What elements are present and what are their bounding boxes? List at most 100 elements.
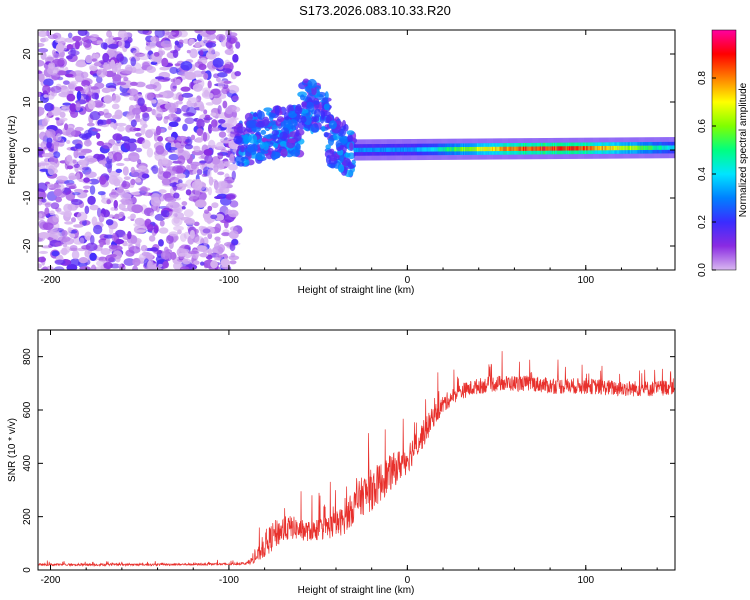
spectrogram-noise-cell — [127, 216, 136, 220]
spectrogram-transition-cell — [300, 115, 307, 123]
spectrogram-noise-cell — [151, 164, 159, 175]
colorbar-ticks: 0.0 0.2 0.4 0.6 0.8 — [697, 71, 716, 277]
spectrogram-noise-cell — [129, 96, 135, 101]
spectrogram-tone-core — [457, 147, 460, 152]
spectrogram-tone-core — [670, 145, 673, 150]
spectrogram-noise-cell — [129, 81, 138, 86]
spectrogram-noise-cell — [217, 72, 228, 78]
spectrogram-tone-core — [438, 147, 440, 152]
spectrogram-noise-cell — [38, 70, 43, 74]
spectrogram-tone-core — [479, 146, 481, 152]
spectrogram-transition-cell — [287, 138, 297, 144]
spectrogram-transition-cell — [263, 142, 269, 151]
spectrogram-noise-cell — [113, 151, 123, 162]
spectrogram-tone-core — [541, 146, 543, 151]
spectrogram-tone-core — [631, 145, 633, 151]
spectrogram-tone-core — [354, 147, 357, 153]
spectrogram-xtick-label: 0 — [405, 275, 411, 286]
spectrogram-transition-cell — [240, 145, 245, 153]
spectrogram-tone-core — [360, 147, 362, 153]
spectrogram-noise-cell — [190, 134, 196, 141]
spectrogram-transition-cell — [347, 133, 353, 142]
spectrogram-noise-cell — [158, 227, 169, 234]
spectrogram-tone-core — [442, 147, 445, 152]
spectrogram-tone-core — [603, 145, 605, 151]
snr-ytick-label: 600 — [22, 401, 33, 418]
spectrogram-tone-core — [449, 147, 451, 152]
spectrogram-tone-core — [573, 146, 575, 151]
spectrogram-noise-cell — [112, 133, 123, 141]
spectrogram-noise-cell — [115, 168, 123, 173]
spectrogram-noise-cell — [167, 201, 174, 206]
spectrogram-tone-core — [587, 146, 589, 151]
spectrogram-noise-cell — [187, 250, 199, 255]
spectrogram-noise-cell — [231, 95, 240, 102]
spectrogram-tone-core — [498, 146, 500, 152]
spectrogram-noise-cell — [38, 232, 50, 239]
spectrogram-noise-cell — [65, 127, 76, 138]
spectrogram-noise-cell — [227, 32, 238, 37]
spectrogram-noise-cell — [134, 132, 142, 137]
spectrogram-noise-cell — [87, 157, 98, 163]
spectrogram-noise-cell — [103, 234, 115, 239]
spectrogram-tone-core — [528, 146, 530, 151]
spectrogram-noise-cell — [50, 85, 62, 94]
spectrogram-tone-core — [373, 147, 375, 153]
spectrogram-tone-core — [585, 146, 587, 151]
spectrogram-noise-cell — [51, 91, 57, 97]
spectrogram-tone-core — [459, 147, 462, 152]
spectrogram-noise-cell — [154, 30, 165, 38]
spectrogram-noise-cell — [230, 252, 236, 258]
spectrogram-noise-cell — [131, 204, 144, 214]
spectrogram-tone-core — [518, 146, 521, 151]
spectrogram-noise-cell — [161, 209, 170, 218]
spectrogram-transition-cell — [307, 78, 317, 89]
spectrogram-noise-cell — [56, 175, 68, 182]
spectrogram-noise-cell — [43, 94, 48, 98]
spectrogram-noise-cell — [120, 79, 133, 89]
spectrogram-noise-cell — [218, 118, 226, 124]
snr-ytick-label: 800 — [22, 348, 33, 365]
spectrogram-noise-cell — [74, 126, 84, 132]
spectrogram-noise-cell — [38, 131, 47, 141]
spectrogram-noise-cell — [91, 216, 98, 226]
spectrogram-noise-cell — [183, 209, 194, 218]
spectrogram-tone-core — [497, 146, 499, 152]
spectrogram-noise-cell — [145, 45, 152, 51]
spectrogram-noise-cell — [149, 247, 159, 252]
spectrogram-noise-cell — [183, 231, 190, 239]
spectrogram-noise-cell — [53, 151, 61, 159]
spectrogram-noise-cell — [118, 203, 126, 211]
spectrogram-noise-cell — [140, 244, 148, 252]
spectrogram-transition-cell — [280, 120, 287, 128]
spectrogram-noise-cell — [81, 244, 91, 250]
spectrogram-noise-cell — [161, 178, 172, 186]
spectrogram-noise-cell — [86, 122, 95, 127]
spectrogram-noise-cell — [44, 128, 56, 138]
spectrogram-noise-cell — [47, 110, 53, 117]
spectrogram-tone-core — [612, 145, 615, 151]
spectrogram-noise-cell — [176, 173, 186, 179]
spectrogram-noise-cell — [221, 123, 231, 128]
spectrogram-tone-core — [633, 145, 635, 151]
spectrogram-tone-core — [586, 146, 588, 151]
spectrogram-transition-cell — [329, 154, 338, 162]
spectrogram-tone-core — [368, 147, 371, 153]
spectrogram-tone-core — [436, 147, 438, 152]
spectrogram-noise-cell — [95, 260, 106, 267]
spectrogram-noise-cell — [84, 31, 90, 37]
spectrogram-noise-cell — [196, 168, 203, 175]
spectrogram-noise-cell — [78, 133, 88, 139]
spectrogram-noise-cell — [43, 78, 54, 87]
spectrogram-transition-cell — [280, 148, 288, 157]
spectrogram-tone-core — [543, 146, 545, 151]
spectrogram-noise-cell — [172, 49, 179, 58]
spectrogram-noise-cell — [216, 141, 224, 149]
spectrogram-noise-cell — [69, 233, 76, 239]
snr-ylabel: SNR (10 * v/v) — [7, 418, 18, 482]
spectrogram-noise-cell — [89, 185, 96, 195]
spectrogram-noise-cell — [217, 171, 225, 176]
spectrogram-noise-cell — [81, 167, 89, 171]
spectrogram-noise-cell — [92, 100, 104, 108]
spectrogram-noise-cell — [220, 258, 231, 268]
